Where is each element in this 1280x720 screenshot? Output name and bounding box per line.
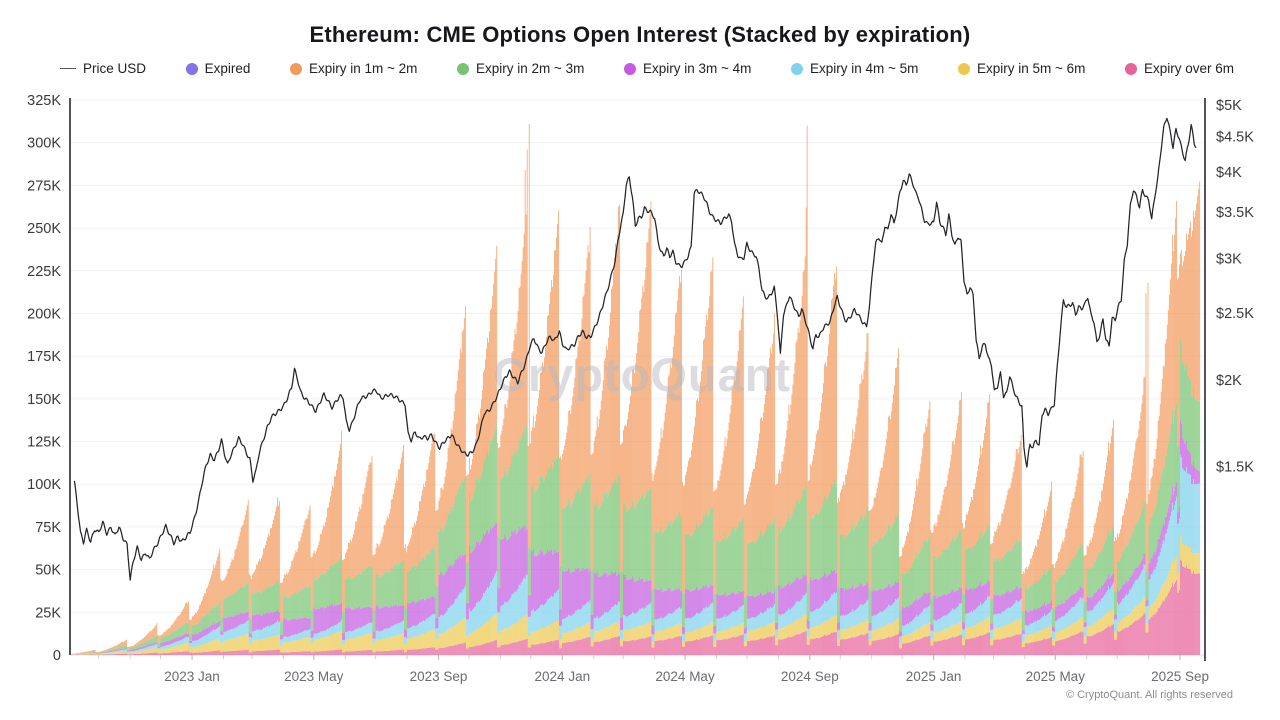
legend-item-label: Price USD: [83, 61, 147, 76]
left-axis-label: 50K: [35, 563, 61, 579]
left-axis-label: 325K: [27, 93, 61, 109]
chart-legend: Price USD Expired Expiry in 1m ~ 2m Expiry …: [60, 61, 1234, 76]
legend-item-label: Expiry in 2m ~ 3m: [475, 61, 585, 76]
legend-item-expiry-in-4m-5m[interactable]: Expiry in 4m ~ 5m: [790, 61, 919, 76]
x-axis-label: 2025 May: [1026, 669, 1086, 684]
legend-item-label: Expired: [204, 61, 251, 76]
series-expiry-4m-5m: [71, 454, 1201, 655]
legend-item-label: Expiry in 4m ~ 5m: [809, 61, 919, 76]
left-axis-label: 25K: [35, 605, 61, 621]
legend-color-dot: [185, 62, 198, 75]
left-axis-label: 275K: [27, 178, 61, 194]
left-axis-label: 250K: [27, 221, 61, 237]
right-axis-label: $4.5K: [1216, 130, 1254, 146]
legend-item-label: Expiry in 1m ~ 2m: [308, 61, 418, 76]
left-axis-label: 0: [53, 648, 61, 664]
legend-item-label: Expiry in 5m ~ 6m: [976, 61, 1086, 76]
watermark-logo: CryptoQuant: [493, 348, 791, 401]
right-axis-label: $5K: [1216, 98, 1242, 114]
copyright-text: © CryptoQuant. All rights reserved: [1065, 689, 1233, 701]
right-axis-label: $1.5K: [1216, 459, 1254, 475]
x-axis-label: 2024 May: [655, 669, 715, 684]
legend-color-dot: [289, 62, 302, 75]
right-axis-label: $3.5K: [1216, 205, 1254, 221]
chart-title: Ethereum: CME Options Open Interest (Sta…: [309, 22, 971, 47]
legend-item-expiry-over-6m[interactable]: Expiry over 6m: [1124, 61, 1234, 76]
left-axis-label: 150K: [27, 392, 61, 408]
legend-color-dot: [1124, 62, 1137, 75]
x-axis-label: 2023 Jan: [164, 669, 220, 684]
left-axis-label: 175K: [27, 349, 61, 365]
series-expiry-5m-6m: [71, 535, 1201, 655]
legend-color-dot: [957, 62, 970, 75]
legend-item-expiry-in-1m-2m[interactable]: Expiry in 1m ~ 2m: [289, 61, 418, 76]
x-axis-label: 2025 Jan: [906, 669, 962, 684]
legend-item-label: Expiry in 3m ~ 4m: [642, 61, 752, 76]
legend-item-expiry-in-2m-3m[interactable]: Expiry in 2m ~ 3m: [456, 61, 585, 76]
series-expiry-3m-4m: [71, 420, 1201, 655]
series-expiry-2m-3m: [71, 339, 1201, 655]
left-axis-label: 300K: [27, 136, 61, 152]
x-axis-label: 2023 Sep: [410, 669, 468, 684]
legend-item-label: Expiry over 6m: [1143, 61, 1234, 76]
left-axis-label: 225K: [27, 264, 61, 280]
x-axis-label: 2023 May: [284, 669, 344, 684]
left-axis-label: 75K: [35, 520, 61, 536]
legend-color-dot: [623, 62, 636, 75]
price-line-swatch: [60, 68, 76, 69]
right-axis-label: $2K: [1216, 373, 1242, 389]
legend-color-dot: [456, 62, 469, 75]
left-axis-label: 200K: [27, 306, 61, 322]
legend-item-expiry-in-3m-4m[interactable]: Expiry in 3m ~ 4m: [623, 61, 752, 76]
legend-item-expired[interactable]: Expired: [185, 61, 251, 76]
x-axis-label: 2025 Sep: [1151, 669, 1209, 684]
legend-item-price-usd[interactable]: Price USD: [60, 61, 146, 76]
right-axis-label: $3K: [1216, 251, 1242, 267]
right-axis-label: $4K: [1216, 165, 1242, 181]
left-axis-label: 100K: [27, 477, 61, 493]
x-axis-label: 2024 Sep: [781, 669, 839, 684]
price-usd-line: [73, 117, 1197, 581]
left-axis-label: 125K: [27, 435, 61, 451]
right-axis-label: $2.5K: [1216, 306, 1254, 322]
legend-color-dot: [790, 62, 803, 75]
x-axis-label: 2024 Jan: [535, 669, 591, 684]
series-expiry-1m-2m: [71, 123, 1201, 655]
series-expiry-over-6m: [71, 559, 1201, 655]
legend-item-expiry-in-5m-6m[interactable]: Expiry in 5m ~ 6m: [957, 61, 1086, 76]
